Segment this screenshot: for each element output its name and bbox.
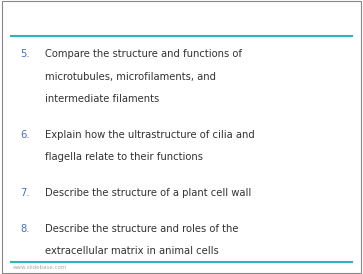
Text: flagella relate to their functions: flagella relate to their functions — [45, 152, 203, 162]
Text: 6.: 6. — [20, 130, 30, 140]
Text: intermediate filaments: intermediate filaments — [45, 94, 160, 104]
Text: Explain how the ultrastructure of cilia and: Explain how the ultrastructure of cilia … — [45, 130, 255, 140]
Text: microtubules, microfilaments, and: microtubules, microfilaments, and — [45, 72, 216, 82]
Text: 7.: 7. — [20, 188, 30, 198]
Text: Describe the structure and roles of the: Describe the structure and roles of the — [45, 224, 239, 233]
Text: Describe the structure of a plant cell wall: Describe the structure of a plant cell w… — [45, 188, 252, 198]
Text: www.slidebase.com: www.slidebase.com — [13, 265, 67, 270]
Text: 5.: 5. — [20, 49, 30, 59]
Text: extracellular matrix in animal cells: extracellular matrix in animal cells — [45, 246, 219, 256]
Text: Compare the structure and functions of: Compare the structure and functions of — [45, 49, 242, 59]
Text: 8.: 8. — [20, 224, 29, 233]
